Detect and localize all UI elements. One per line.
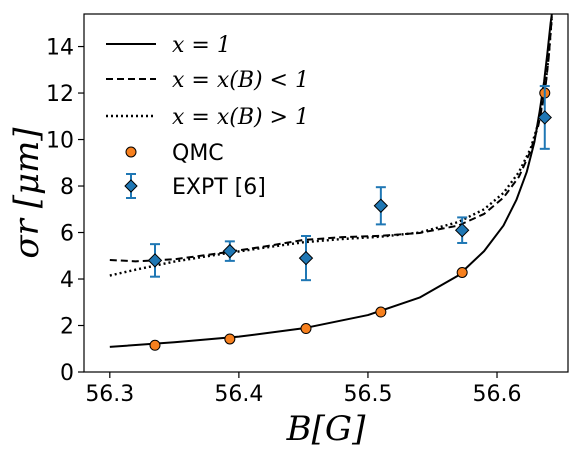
- legend: x = 1 x = x(B) < 1 x = x(B) > 1 QMC EXPT…: [106, 33, 309, 200]
- x-tick-label-0: 56.3: [85, 382, 134, 407]
- y-axis-ticks: 0 2 4 6 8 10 12 14: [46, 36, 84, 386]
- legend-label-x-lt-1: x = x(B) < 1: [172, 68, 309, 93]
- legend-marker-expt: [124, 179, 138, 193]
- expt-point-5: [537, 110, 552, 125]
- x-tick-label-3: 56.6: [473, 382, 522, 407]
- legend-label-expt: EXPT [6]: [172, 175, 266, 200]
- x-tick-label-2: 56.5: [343, 382, 392, 407]
- y-tick-label-6: 12: [46, 82, 74, 107]
- y-tick-label-0: 0: [60, 361, 74, 386]
- expt-point-2: [298, 250, 314, 266]
- y-tick-label-1: 2: [60, 315, 74, 340]
- x-tick-label-1: 56.4: [214, 382, 263, 407]
- legend-label-qmc: QMC: [172, 141, 224, 166]
- y-tick-label-5: 10: [46, 129, 74, 154]
- plot-frame: [83, 13, 569, 373]
- legend-marker-qmc: [125, 146, 137, 158]
- expt-point-3: [373, 198, 389, 213]
- y-tick-label-3: 6: [60, 222, 74, 247]
- legend-label-x-gt-1: x = x(B) > 1: [172, 105, 309, 130]
- x-axis-label: B[G]: [286, 409, 366, 449]
- expt-point-4: [454, 222, 470, 238]
- qmc-point-1: [224, 333, 236, 345]
- qmc-point-0: [149, 339, 161, 351]
- y-axis-label: σr [μm]: [7, 127, 47, 259]
- y-tick-label-7: 14: [46, 36, 74, 61]
- expt-point-1: [222, 243, 238, 259]
- x-axis-ticks: 56.3 56.4 56.5 56.6: [85, 372, 522, 407]
- y-tick-label-2: 4: [60, 268, 74, 293]
- plot-marks: [109, 14, 554, 351]
- qmc-point-3: [375, 306, 387, 318]
- qmc-point-2: [300, 323, 312, 335]
- series-line-dashed: [109, 16, 553, 263]
- qmc-point-4: [456, 267, 468, 279]
- legend-label-x1: x = 1: [172, 33, 231, 58]
- series-line-solid: [109, 14, 553, 348]
- expt-point-0: [147, 253, 163, 268]
- y-tick-label-4: 8: [60, 175, 74, 200]
